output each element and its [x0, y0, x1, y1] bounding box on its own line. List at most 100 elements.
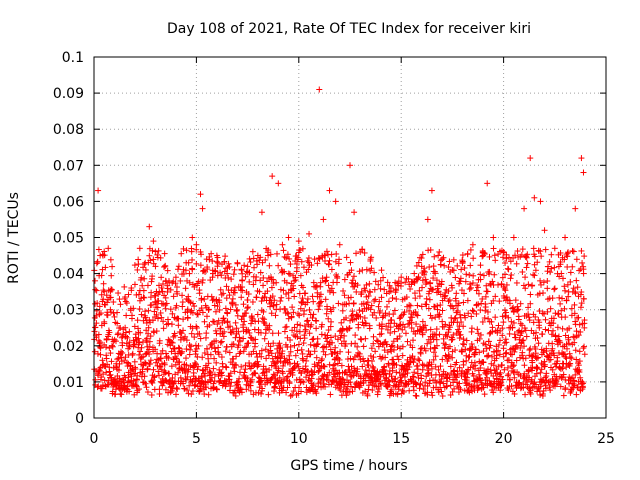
- data-point: [91, 348, 98, 355]
- data-point: [561, 256, 568, 263]
- data-point: [560, 392, 567, 399]
- data-point: [484, 366, 491, 373]
- data-point: [196, 330, 203, 337]
- plot-frame: [93, 56, 607, 419]
- data-point: [267, 303, 274, 310]
- data-point: [239, 270, 246, 277]
- data-point: [477, 276, 484, 283]
- data-point: [434, 285, 441, 292]
- data-point: [480, 348, 487, 355]
- data-point: [271, 372, 278, 379]
- data-point: [426, 264, 433, 271]
- data-point: [417, 380, 424, 387]
- data-point: [540, 279, 547, 286]
- data-point: [381, 363, 388, 370]
- data-point: [285, 295, 292, 302]
- data-point: [490, 245, 497, 252]
- data-point: [257, 269, 264, 276]
- data-point: [477, 307, 484, 314]
- data-point: [446, 374, 453, 381]
- data-point: [501, 285, 508, 292]
- data-point: [414, 302, 421, 309]
- data-point: [142, 266, 149, 273]
- data-point: [327, 391, 334, 398]
- data-point: [193, 323, 200, 330]
- data-point: [411, 270, 418, 277]
- data-point: [350, 356, 357, 363]
- data-point: [544, 277, 551, 284]
- data-point: [431, 253, 438, 260]
- data-point: [433, 336, 440, 343]
- data-point: [162, 277, 169, 284]
- data-point: [260, 282, 267, 289]
- data-point: [503, 255, 510, 262]
- data-point: [573, 356, 580, 363]
- data-point: [561, 283, 568, 290]
- data-point: [441, 344, 448, 351]
- data-point: [470, 255, 477, 262]
- data-point: [311, 256, 318, 263]
- data-point: [256, 288, 263, 295]
- data-point: [131, 281, 138, 288]
- data-point: [301, 335, 308, 342]
- data-point: [453, 290, 460, 297]
- data-point: [427, 312, 434, 319]
- data-point: [184, 386, 191, 393]
- data-point: [354, 282, 361, 289]
- data-point: [460, 336, 467, 343]
- data-point: [353, 288, 360, 295]
- data-point: [316, 86, 323, 93]
- data-point: [343, 254, 350, 261]
- data-point: [186, 270, 193, 277]
- data-point: [477, 375, 484, 382]
- data-point: [527, 155, 534, 162]
- data-point: [280, 287, 287, 294]
- data-point: [195, 278, 202, 285]
- data-point: [359, 363, 366, 370]
- data-point: [144, 389, 151, 396]
- data-point: [364, 392, 371, 399]
- data-point: [562, 287, 569, 294]
- data-point: [362, 335, 369, 342]
- data-point: [557, 300, 564, 307]
- data-point: [492, 293, 499, 300]
- data-point: [128, 287, 135, 294]
- data-point: [549, 327, 556, 334]
- data-point: [210, 384, 217, 391]
- data-point: [338, 362, 345, 369]
- data-point: [233, 308, 240, 315]
- data-point: [151, 373, 158, 380]
- data-point: [279, 348, 286, 355]
- data-point: [435, 366, 442, 373]
- data-point: [145, 324, 152, 331]
- data-point: [102, 264, 109, 271]
- data-point: [526, 347, 533, 354]
- data-point: [200, 267, 207, 274]
- data-point: [214, 386, 221, 393]
- data-point: [407, 285, 414, 292]
- data-point: [189, 234, 196, 241]
- data-point: [320, 216, 327, 223]
- data-point: [198, 251, 205, 258]
- data-point: [236, 375, 243, 382]
- data-point: [487, 366, 494, 373]
- data-point: [356, 350, 363, 357]
- data-point: [468, 313, 475, 320]
- data-point: [300, 284, 307, 291]
- data-point: [519, 268, 526, 275]
- data-point: [213, 337, 220, 344]
- data-point: [92, 286, 99, 293]
- data-point: [322, 383, 329, 390]
- data-point: [525, 304, 532, 311]
- data-point: [537, 369, 544, 376]
- data-point: [277, 286, 284, 293]
- data-point: [484, 288, 491, 295]
- data-point: [450, 305, 457, 312]
- data-point: [511, 374, 518, 381]
- data-point: [145, 307, 152, 314]
- data-point: [460, 341, 467, 348]
- data-point: [203, 256, 210, 263]
- data-point: [287, 286, 294, 293]
- data-point: [503, 281, 510, 288]
- data-point: [237, 386, 244, 393]
